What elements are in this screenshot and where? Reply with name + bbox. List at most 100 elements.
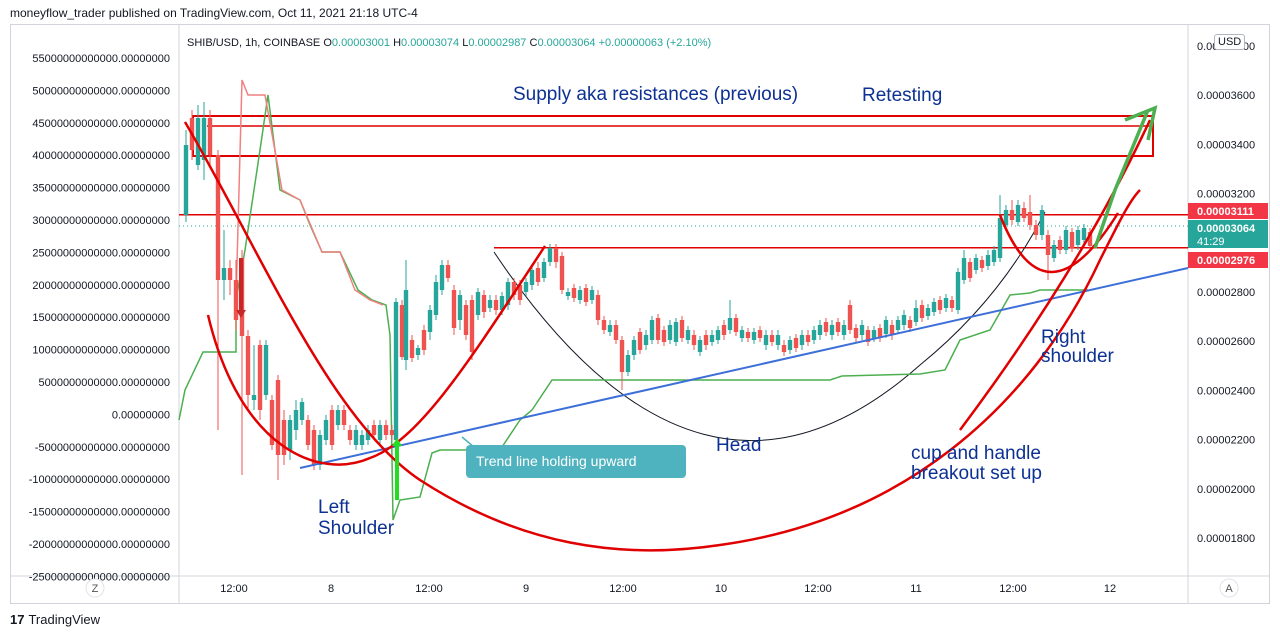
price-tag-countdown: 41:29 bbox=[1197, 236, 1225, 248]
candle-body bbox=[1015, 205, 1021, 222]
left-tick-label: 0.00000000 bbox=[112, 409, 170, 421]
candle-body bbox=[781, 345, 787, 352]
candle-body bbox=[1003, 210, 1009, 225]
candle-body bbox=[607, 325, 613, 332]
left-tick-label: 50000000000000.00000000 bbox=[32, 85, 170, 97]
candle-body bbox=[1033, 225, 1039, 235]
candle-body bbox=[709, 335, 715, 342]
x-axis: 12:00 8 12:00 9 12:00 10 12:00 11 12:00 12 Z A bbox=[85, 578, 1239, 598]
candle-body bbox=[215, 155, 221, 280]
candle-body bbox=[1039, 210, 1045, 235]
left-tick-label: 45000000000000.00000000 bbox=[32, 118, 170, 130]
right-shoulder-label-2: shoulder bbox=[1041, 346, 1115, 367]
candle-body bbox=[829, 325, 835, 335]
handle-curve bbox=[998, 212, 1120, 274]
candle-body bbox=[655, 318, 661, 340]
candle-body bbox=[565, 292, 571, 296]
candle-body bbox=[1063, 230, 1069, 250]
candle-body bbox=[745, 332, 751, 338]
candle-body bbox=[233, 280, 239, 320]
candles bbox=[183, 102, 1093, 480]
breakout-arrow-head bbox=[1124, 105, 1158, 141]
price-tag bbox=[1188, 252, 1268, 268]
candle-body bbox=[377, 425, 383, 440]
candle-body bbox=[763, 335, 769, 345]
left-tick-label: -5000000000000.00000000 bbox=[35, 442, 170, 454]
price-tag bbox=[1188, 203, 1268, 219]
price-tag-value: 0.00002976 bbox=[1197, 255, 1255, 267]
candle-body bbox=[673, 322, 679, 342]
zoom-toggle-label: Z bbox=[92, 583, 99, 595]
head-curve bbox=[493, 211, 1046, 442]
candle-body bbox=[865, 330, 871, 342]
x-tick-label: 8 bbox=[328, 583, 334, 595]
candle-body bbox=[841, 325, 847, 335]
candle-body bbox=[631, 340, 637, 355]
left-tick-label: 15000000000000.00000000 bbox=[32, 312, 170, 324]
candle-body bbox=[961, 258, 967, 280]
x-tick-label: 9 bbox=[523, 583, 529, 595]
candle-body bbox=[409, 340, 415, 358]
trend-callout-box bbox=[466, 445, 686, 478]
ohlc-legend: SHIB/USD, 1h, COINBASE O0.00003001 H0.00… bbox=[187, 37, 711, 49]
candle-body bbox=[275, 380, 281, 455]
left-shoulder-curve bbox=[206, 245, 547, 466]
left-axis: 55000000000000.00000000 50000000000000.00… bbox=[29, 53, 170, 583]
candle-body bbox=[541, 262, 547, 278]
candle-body bbox=[383, 425, 389, 435]
candle-body bbox=[529, 270, 535, 285]
candle-body bbox=[499, 296, 505, 310]
candle-body bbox=[931, 302, 937, 312]
candle-body bbox=[571, 288, 577, 298]
auto-scale-label: A bbox=[1225, 583, 1233, 595]
candle-body bbox=[335, 410, 341, 425]
candle-body bbox=[251, 395, 257, 400]
labels: Supply aka resistances (previous) Retesti… bbox=[187, 37, 1268, 539]
candle-body bbox=[305, 420, 311, 445]
candle-body bbox=[547, 248, 553, 262]
candle-body bbox=[685, 330, 691, 340]
candle-body bbox=[661, 330, 667, 342]
candle-body bbox=[853, 328, 859, 338]
overlays: Trend line holding upward bbox=[183, 105, 1189, 552]
candle-body bbox=[469, 300, 475, 352]
candle-body bbox=[625, 355, 631, 372]
left-tick-label: 40000000000000.00000000 bbox=[32, 150, 170, 162]
candle-body bbox=[195, 118, 201, 165]
candle-body bbox=[323, 420, 329, 440]
right-tick-label: 0.00003400 bbox=[1197, 139, 1255, 151]
currency-badge[interactable]: USD bbox=[1214, 34, 1246, 50]
cup-handle-label-2: breakout set up bbox=[911, 463, 1042, 484]
right-tick-label: 0.00003200 bbox=[1197, 189, 1255, 201]
candle-body bbox=[637, 332, 643, 350]
candle-body bbox=[883, 320, 889, 334]
candle-body bbox=[907, 320, 913, 328]
candle-body bbox=[1045, 235, 1051, 255]
cup-handle-label-1: cup and handle bbox=[911, 443, 1041, 464]
candle-body bbox=[583, 288, 589, 302]
breakout-arrow-line bbox=[1093, 109, 1150, 249]
candle-body bbox=[817, 325, 823, 335]
candle-body bbox=[457, 295, 463, 320]
price-tag bbox=[1188, 220, 1268, 248]
candle-body bbox=[1069, 232, 1075, 248]
chart-frame bbox=[10, 24, 1270, 604]
candle-body bbox=[769, 335, 775, 342]
candle-body bbox=[317, 435, 323, 465]
right-tick-label: 0.00002800 bbox=[1197, 287, 1255, 299]
candle-body bbox=[619, 340, 625, 372]
footer: 17 TradingView bbox=[10, 612, 100, 627]
candle-body bbox=[311, 430, 317, 465]
left-tick-label: 35000000000000.00000000 bbox=[32, 183, 170, 195]
candle-body bbox=[201, 118, 207, 160]
left-tick-label: -25000000000000.00000000 bbox=[29, 571, 170, 583]
candle-body bbox=[347, 430, 353, 440]
green-indicator-line bbox=[178, 94, 1088, 521]
candle-body bbox=[691, 335, 697, 345]
left-tick-label: 5000000000000.00000000 bbox=[38, 377, 170, 389]
candle-body bbox=[371, 425, 377, 435]
right-tick-label: 0.00003600 bbox=[1197, 90, 1255, 102]
candle-body bbox=[937, 300, 943, 310]
candle-body bbox=[1051, 245, 1057, 258]
